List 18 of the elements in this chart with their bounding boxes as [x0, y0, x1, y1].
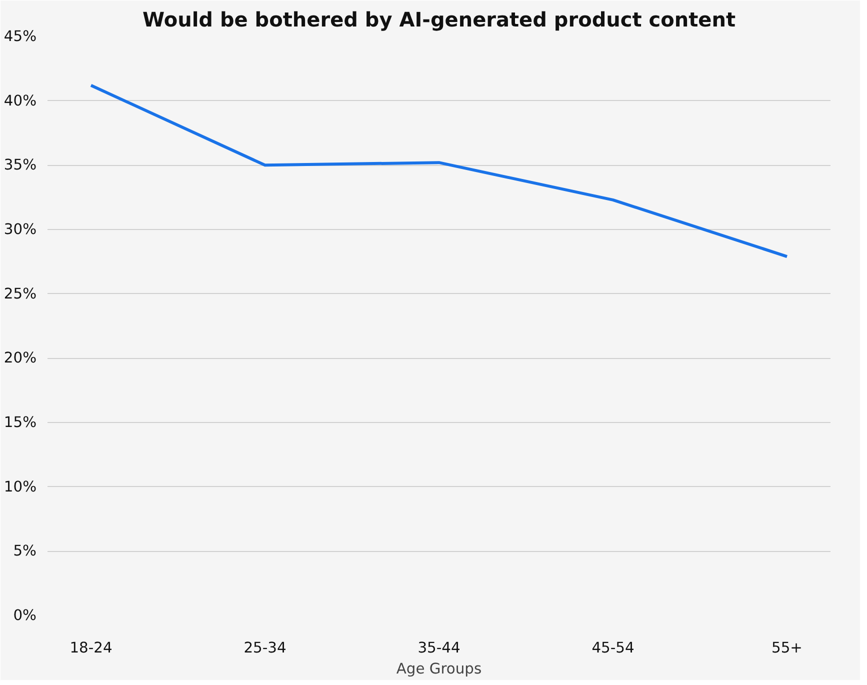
y-tick-label: 5% — [13, 542, 37, 560]
x-tick-label: 35-44 — [418, 640, 460, 656]
y-tick-label: 35% — [4, 156, 37, 174]
x-tick-label: 55+ — [772, 640, 802, 656]
y-tick-label: 10% — [4, 478, 37, 496]
x-tick-label: 45-54 — [592, 640, 634, 656]
chart-title: Would be bothered by AI-generated product content — [142, 8, 736, 32]
y-tick-label: 45% — [4, 28, 37, 45]
x-axis-title: Age Groups — [396, 660, 482, 678]
y-tick-label: 15% — [4, 414, 37, 431]
line-series — [90, 84, 788, 258]
x-tick-label: 18-24 — [70, 640, 112, 656]
y-tick-label: 0% — [13, 607, 37, 624]
y-tick-label: 40% — [4, 92, 37, 110]
y-tick-label: 30% — [4, 221, 37, 238]
y-tick-label: 25% — [4, 285, 37, 302]
y-tick-label: 20% — [4, 350, 37, 367]
x-tick-label: 25-34 — [244, 640, 286, 656]
